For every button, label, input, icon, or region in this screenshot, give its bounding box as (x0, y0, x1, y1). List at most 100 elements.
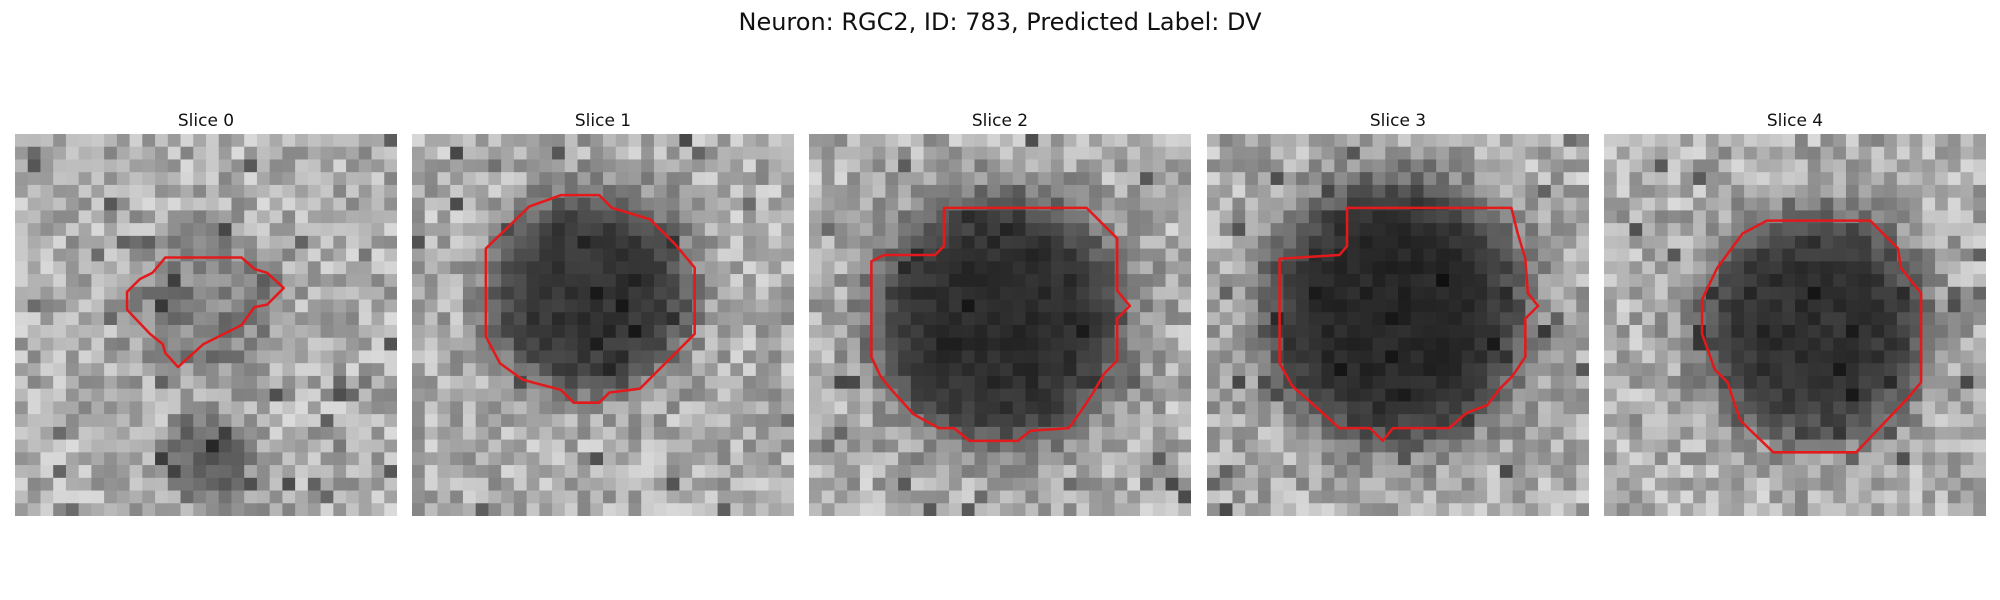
pixel (1165, 210, 1179, 224)
pixel (743, 401, 757, 415)
pixel (1705, 235, 1720, 250)
pixel (1474, 325, 1488, 339)
pixel (1947, 210, 1962, 224)
pixel (1012, 223, 1027, 237)
pixel (1935, 248, 1949, 262)
pixel (104, 388, 118, 403)
pixel (27, 134, 42, 148)
pixel (1973, 337, 1986, 352)
pixel (1616, 401, 1631, 415)
pixel (1308, 235, 1323, 250)
pixel (269, 286, 284, 301)
pixel (1960, 401, 1974, 415)
pixel (488, 146, 502, 161)
pixel (885, 159, 899, 173)
pixel (1000, 312, 1014, 326)
pixel (488, 503, 502, 516)
pixel (256, 312, 271, 326)
pixel (910, 261, 925, 275)
pixel (730, 223, 744, 237)
pixel (1858, 286, 1873, 301)
pixel (1372, 261, 1386, 275)
pixel (936, 172, 950, 186)
pixel (1347, 159, 1361, 173)
pixel (1474, 274, 1488, 288)
pixel (1718, 350, 1732, 364)
pixel (1654, 286, 1669, 301)
pixel (1423, 337, 1437, 352)
pixel (1063, 299, 1078, 313)
pixel (167, 235, 182, 250)
pixel (1487, 235, 1501, 250)
pixel (218, 388, 233, 403)
pixel (1960, 134, 1974, 148)
pixel (412, 414, 426, 428)
pixel (768, 426, 782, 441)
pixel (1654, 401, 1669, 415)
pixel (1731, 363, 1745, 377)
pixel (1576, 210, 1589, 224)
pixel (1025, 452, 1039, 466)
pixel (834, 439, 848, 453)
pixel (1283, 235, 1297, 250)
pixel (1871, 312, 1885, 326)
pixel (730, 274, 744, 288)
pixel (501, 134, 515, 148)
pixel (1372, 426, 1386, 441)
pixel (717, 248, 731, 262)
pixel (923, 159, 937, 173)
pixel (193, 286, 207, 301)
pixel (1705, 134, 1720, 148)
pixel (412, 388, 426, 403)
pixel (1512, 261, 1526, 275)
pixel (641, 184, 655, 199)
pixel (1076, 172, 1090, 186)
pixel (1385, 503, 1399, 516)
pixel (15, 248, 29, 262)
pixel (1563, 146, 1577, 161)
pixel (1257, 134, 1272, 148)
pixel (923, 184, 937, 199)
pixel (1782, 274, 1796, 288)
pixel (1604, 299, 1618, 313)
pixel (987, 134, 1001, 148)
pixel (1334, 325, 1348, 339)
pixel (1487, 184, 1501, 199)
pixel (1884, 146, 1898, 161)
pixel (1654, 363, 1669, 377)
pixel (859, 452, 874, 466)
pixel (1076, 452, 1090, 466)
pixel (692, 134, 706, 148)
pixel (974, 325, 988, 339)
pixel (424, 477, 439, 492)
pixel (628, 477, 642, 492)
pixel (1693, 210, 1707, 224)
pixel (1038, 439, 1052, 453)
pixel (590, 159, 604, 173)
pixel (628, 414, 642, 428)
pixel (1270, 477, 1285, 492)
pixel (615, 337, 630, 352)
pixel (1884, 337, 1898, 352)
pixel (834, 503, 848, 516)
pixel (1283, 503, 1297, 516)
pixel (859, 312, 874, 326)
pixel (872, 184, 887, 199)
pixel (755, 426, 770, 441)
pixel (384, 248, 397, 262)
pixel (1845, 325, 1860, 339)
pixel (910, 363, 925, 377)
pixel (1884, 286, 1898, 301)
pixel (295, 426, 309, 441)
pixel (501, 146, 515, 161)
pixel (155, 452, 169, 466)
pixel (1922, 235, 1936, 250)
pixel (821, 375, 836, 390)
pixel (1423, 146, 1437, 161)
pixel (142, 299, 156, 313)
pixel (1550, 426, 1565, 441)
pixel (1219, 184, 1234, 199)
pixel (781, 375, 794, 390)
pixel (1935, 490, 1949, 504)
pixel (1398, 465, 1412, 479)
